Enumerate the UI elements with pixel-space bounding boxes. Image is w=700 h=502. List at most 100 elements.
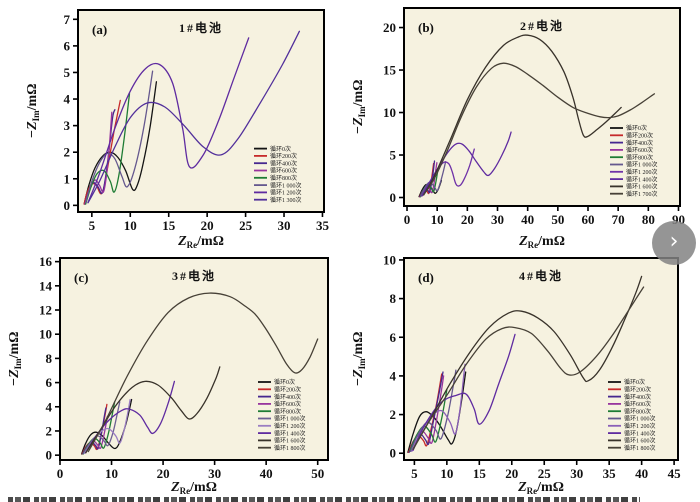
svg-text:2: 2: [64, 145, 71, 160]
svg-text:循环800次: 循环800次: [626, 153, 653, 161]
svg-text:0: 0: [390, 190, 397, 205]
svg-text:50: 50: [551, 212, 564, 227]
svg-text:20: 20: [505, 466, 518, 481]
svg-text:3#电池: 3#电池: [172, 268, 216, 283]
svg-text:30: 30: [208, 466, 221, 481]
panel-a-chart: 5 10 15 20 25 30 35 0 1 2 3 4 5 6 7 ZRe/mΩ −ZIm/mΩ (a) 1#电…: [25, 9, 329, 250]
svg-text:(c): (c): [74, 270, 88, 285]
svg-text:循环0次: 循环0次: [270, 145, 291, 153]
svg-text:14: 14: [39, 278, 53, 293]
svg-text:−ZIm/mΩ: −ZIm/mΩ: [25, 84, 41, 139]
svg-text:10: 10: [39, 327, 52, 342]
svg-text:0: 0: [390, 446, 397, 461]
svg-text:16: 16: [39, 254, 53, 269]
cropped-caption-strip: [8, 497, 640, 502]
svg-text:ZRe/mΩ: ZRe/mΩ: [517, 480, 564, 496]
svg-text:4: 4: [64, 92, 71, 107]
svg-text:35: 35: [603, 466, 617, 481]
svg-text:循环1 200次: 循环1 200次: [626, 168, 658, 176]
svg-text:循环0次: 循环0次: [624, 378, 645, 386]
svg-text:25: 25: [538, 466, 552, 481]
svg-text:6: 6: [64, 38, 71, 53]
svg-text:10: 10: [124, 218, 137, 233]
svg-text:循环1 200次: 循环1 200次: [270, 189, 302, 197]
panel-d-chart: 5 10 15 20 25 30 35 40 45 0 2 4 6 8 10 ZRe/mΩ −ZIm/mΩ (d)…: [351, 252, 682, 496]
svg-text:循环200次: 循环200次: [626, 132, 653, 140]
svg-text:1: 1: [64, 171, 71, 186]
svg-text:(b): (b): [418, 20, 434, 35]
svg-text:50: 50: [311, 466, 324, 481]
svg-text:3: 3: [64, 118, 71, 133]
svg-text:循环1 600次: 循环1 600次: [626, 183, 658, 191]
svg-text:循环400次: 循环400次: [624, 393, 651, 401]
svg-text:循环1 400次: 循环1 400次: [626, 175, 658, 183]
svg-text:20: 20: [201, 218, 214, 233]
svg-text:20: 20: [383, 20, 396, 35]
svg-text:循环1 800次: 循环1 800次: [274, 444, 306, 452]
svg-text:循环600次: 循环600次: [626, 146, 653, 154]
svg-text:10: 10: [383, 252, 396, 267]
svg-text:6: 6: [390, 330, 397, 345]
svg-text:8: 8: [46, 351, 53, 366]
svg-text:循环1 600次: 循环1 600次: [624, 437, 656, 445]
svg-text:40: 40: [260, 466, 273, 481]
svg-text:循环400次: 循环400次: [274, 393, 301, 401]
svg-text:循环800次: 循环800次: [274, 407, 301, 415]
svg-text:30: 30: [491, 212, 504, 227]
svg-text:循环800次: 循环800次: [624, 407, 651, 415]
svg-text:循环1 300次: 循环1 300次: [270, 196, 302, 204]
svg-text:70: 70: [612, 212, 625, 227]
svg-text:循环1 400次: 循环1 400次: [624, 429, 656, 437]
svg-text:10: 10: [440, 466, 453, 481]
svg-text:循环400次: 循环400次: [270, 159, 297, 167]
svg-text:20: 20: [461, 212, 474, 227]
svg-text:−ZIm/mΩ: −ZIm/mΩ: [351, 332, 367, 387]
svg-text:15: 15: [473, 466, 487, 481]
svg-text:循环1 800次: 循环1 800次: [624, 444, 656, 452]
svg-text:循环600次: 循环600次: [274, 400, 301, 408]
svg-text:5: 5: [411, 466, 418, 481]
svg-text:10: 10: [383, 105, 396, 120]
svg-text:循环1 000次: 循环1 000次: [274, 415, 306, 423]
svg-text:7: 7: [64, 12, 71, 27]
svg-text:15: 15: [162, 218, 176, 233]
svg-text:−ZIm/mΩ: −ZIm/mΩ: [7, 332, 23, 387]
svg-text:ZRe/mΩ: ZRe/mΩ: [518, 234, 565, 250]
svg-text:循环200次: 循环200次: [624, 386, 651, 394]
svg-text:0: 0: [46, 448, 53, 463]
svg-text:45: 45: [668, 466, 682, 481]
svg-text:10: 10: [105, 466, 118, 481]
svg-text:(a): (a): [92, 22, 107, 37]
svg-text:−ZIm/mΩ: −ZIm/mΩ: [351, 80, 367, 135]
svg-text:2: 2: [390, 407, 397, 422]
svg-text:0: 0: [404, 212, 411, 227]
svg-text:80: 80: [642, 212, 655, 227]
svg-text:循环1 400次: 循环1 400次: [274, 429, 306, 437]
svg-text:2#电池: 2#电池: [520, 18, 564, 33]
svg-text:6: 6: [46, 375, 53, 390]
svg-text:60: 60: [582, 212, 595, 227]
svg-text:5: 5: [390, 148, 397, 163]
svg-text:25: 25: [239, 218, 253, 233]
svg-text:ZRe/mΩ: ZRe/mΩ: [170, 480, 217, 496]
svg-text:循环1 000次: 循环1 000次: [270, 181, 302, 189]
svg-text:5: 5: [64, 65, 71, 80]
carousel-next-button[interactable]: ›: [652, 221, 696, 265]
svg-text:30: 30: [278, 218, 291, 233]
svg-text:循环200次: 循环200次: [270, 152, 297, 160]
svg-text:4: 4: [46, 399, 53, 414]
svg-text:40: 40: [521, 212, 534, 227]
svg-text:30: 30: [570, 466, 583, 481]
svg-text:循环1 000次: 循环1 000次: [626, 161, 658, 169]
svg-text:(d): (d): [418, 270, 434, 285]
svg-text:循环1 200次: 循环1 200次: [274, 422, 306, 430]
svg-text:循环1 000次: 循环1 000次: [624, 415, 656, 423]
svg-text:1#电池: 1#电池: [179, 20, 223, 35]
svg-text:循环200次: 循环200次: [274, 386, 301, 394]
svg-text:10: 10: [431, 212, 444, 227]
svg-text:4#电池: 4#电池: [519, 268, 563, 283]
chevron-right-icon: ›: [669, 229, 679, 254]
svg-text:循环400次: 循环400次: [626, 139, 653, 147]
